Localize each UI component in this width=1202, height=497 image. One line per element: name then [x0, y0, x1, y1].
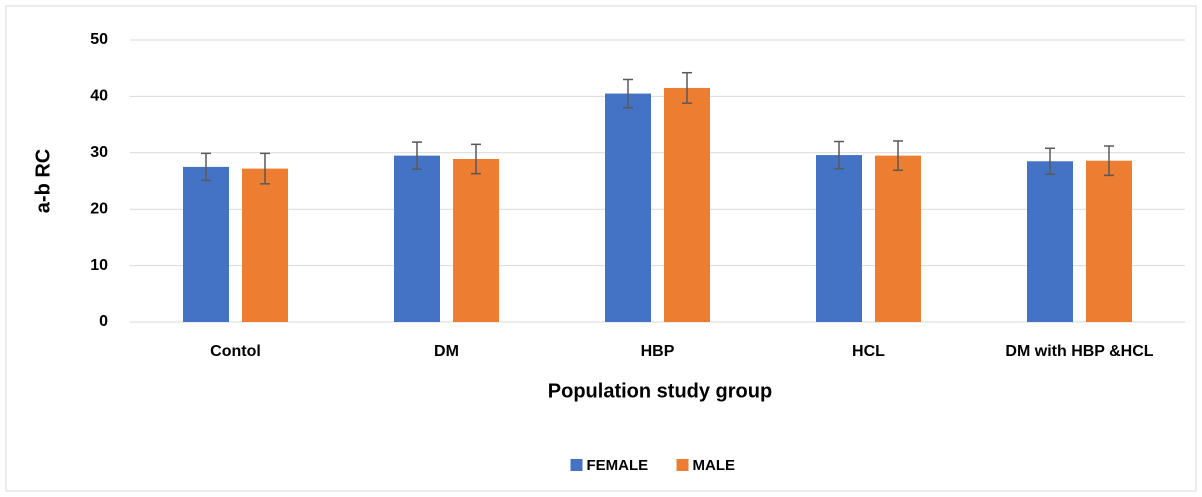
error-bar [471, 143, 481, 175]
x-tick-label: Contol [210, 343, 261, 360]
error-bar [201, 152, 211, 182]
error-bar [893, 140, 903, 172]
bar [605, 93, 651, 322]
legend-swatch [676, 459, 689, 471]
y-tick-label: 10 [90, 257, 108, 274]
bar [1086, 160, 1132, 322]
bar [875, 155, 921, 322]
error-bar [1045, 147, 1055, 175]
x-tick-label: HBP [641, 343, 675, 360]
y-tick-label: 0 [99, 313, 108, 330]
x-tick-label: HCL [852, 343, 885, 360]
error-bar [1104, 145, 1114, 177]
x-tick-label: DM with HBP &HCL [1005, 343, 1153, 360]
bar [183, 166, 229, 322]
y-axis-title: a-b RC [32, 149, 54, 213]
bar [394, 155, 440, 322]
y-tick-label: 50 [90, 31, 108, 48]
x-tick-label: DM [434, 343, 459, 360]
legend-label: MALE [693, 457, 736, 474]
bar [242, 168, 288, 322]
error-bar [834, 140, 844, 170]
error-bar [623, 78, 633, 109]
error-bar [260, 152, 270, 185]
y-tick-label: 40 [90, 88, 108, 105]
error-bar [412, 141, 422, 170]
bar [453, 159, 499, 322]
bar [664, 87, 710, 322]
legend-swatch [570, 459, 583, 471]
error-bar [682, 71, 692, 104]
legend-label: FEMALE [587, 457, 649, 474]
y-tick-label: 30 [90, 144, 108, 161]
y-tick-label: 20 [90, 200, 108, 217]
bar [1027, 161, 1073, 322]
x-axis-title: Population study group [548, 380, 772, 402]
bar [816, 155, 862, 322]
